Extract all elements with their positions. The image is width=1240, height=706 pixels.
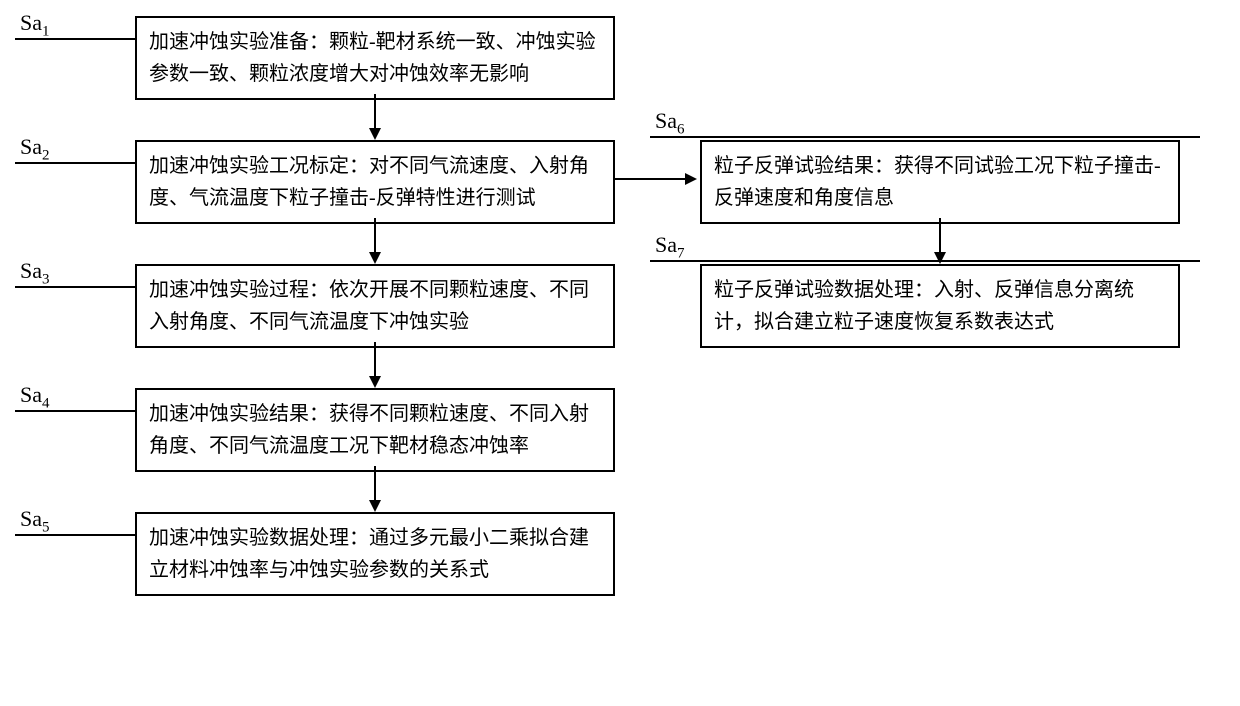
label-sa4-sub: 4	[42, 395, 50, 411]
arrow-sa4-sa5-line	[374, 466, 376, 502]
arrow-sa6-sa7-head	[934, 252, 946, 264]
label-sa7-main: Sa	[655, 232, 677, 257]
label-sa4-underline	[15, 410, 135, 412]
box-sa1: 加速冲蚀实验准备：颗粒-靶材系统一致、冲蚀实验参数一致、颗粒浓度增大对冲蚀效率无…	[135, 16, 615, 100]
arrow-sa2-sa3-head	[369, 252, 381, 264]
label-sa5-underline	[15, 534, 135, 536]
label-sa1-main: Sa	[20, 10, 42, 35]
box-sa7: 粒子反弹试验数据处理：入射、反弹信息分离统计，拟合建立粒子速度恢复系数表达式	[700, 264, 1180, 348]
box-sa6-text: 粒子反弹试验结果：获得不同试验工况下粒子撞击-反弹速度和角度信息	[714, 150, 1166, 214]
label-sa5-sub: 5	[42, 519, 50, 535]
box-sa4-text: 加速冲蚀实验结果：获得不同颗粒速度、不同入射角度、不同气流温度工况下靶材稳态冲蚀…	[149, 398, 601, 462]
label-sa1-underline	[15, 38, 135, 40]
label-sa3-sub: 3	[42, 271, 50, 287]
arrow-sa6-sa7-line	[939, 218, 941, 254]
label-sa6-sub: 6	[677, 121, 685, 137]
arrow-sa1-sa2-head	[369, 128, 381, 140]
label-sa7: Sa7	[655, 232, 685, 262]
box-sa4: 加速冲蚀实验结果：获得不同颗粒速度、不同入射角度、不同气流温度工况下靶材稳态冲蚀…	[135, 388, 615, 472]
arrow-sa2-sa3-line	[374, 218, 376, 254]
label-sa7-underline	[650, 260, 1200, 262]
box-sa2: 加速冲蚀实验工况标定：对不同气流速度、入射角度、气流温度下粒子撞击-反弹特性进行…	[135, 140, 615, 224]
arrow-sa3-sa4-line	[374, 342, 376, 378]
label-sa4: Sa4	[20, 382, 50, 412]
label-sa5: Sa5	[20, 506, 50, 536]
box-sa3-text: 加速冲蚀实验过程：依次开展不同颗粒速度、不同入射角度、不同气流温度下冲蚀实验	[149, 274, 601, 338]
label-sa2-sub: 2	[42, 147, 50, 163]
box-sa3: 加速冲蚀实验过程：依次开展不同颗粒速度、不同入射角度、不同气流温度下冲蚀实验	[135, 264, 615, 348]
box-sa6: 粒子反弹试验结果：获得不同试验工况下粒子撞击-反弹速度和角度信息	[700, 140, 1180, 224]
label-sa2-underline	[15, 162, 135, 164]
box-sa1-text: 加速冲蚀实验准备：颗粒-靶材系统一致、冲蚀实验参数一致、颗粒浓度增大对冲蚀效率无…	[149, 26, 601, 90]
label-sa1: Sa1	[20, 10, 50, 40]
label-sa3-underline	[15, 286, 135, 288]
label-sa6-main: Sa	[655, 108, 677, 133]
label-sa7-sub: 7	[677, 245, 685, 261]
label-sa3-main: Sa	[20, 258, 42, 283]
box-sa5: 加速冲蚀实验数据处理：通过多元最小二乘拟合建立材料冲蚀率与冲蚀实验参数的关系式	[135, 512, 615, 596]
label-sa3: Sa3	[20, 258, 50, 288]
label-sa6-underline	[650, 136, 1200, 138]
arrow-sa4-sa5-head	[369, 500, 381, 512]
arrow-sa2-sa6-line	[615, 178, 687, 180]
arrow-sa3-sa4-head	[369, 376, 381, 388]
label-sa1-sub: 1	[42, 23, 50, 39]
box-sa7-text: 粒子反弹试验数据处理：入射、反弹信息分离统计，拟合建立粒子速度恢复系数表达式	[714, 274, 1166, 338]
label-sa2-main: Sa	[20, 134, 42, 159]
label-sa5-main: Sa	[20, 506, 42, 531]
label-sa6: Sa6	[655, 108, 685, 138]
label-sa2: Sa2	[20, 134, 50, 164]
arrow-sa2-sa6-head	[685, 173, 697, 185]
arrow-sa1-sa2-line	[374, 94, 376, 130]
box-sa2-text: 加速冲蚀实验工况标定：对不同气流速度、入射角度、气流温度下粒子撞击-反弹特性进行…	[149, 150, 601, 214]
label-sa4-main: Sa	[20, 382, 42, 407]
box-sa5-text: 加速冲蚀实验数据处理：通过多元最小二乘拟合建立材料冲蚀率与冲蚀实验参数的关系式	[149, 522, 601, 586]
